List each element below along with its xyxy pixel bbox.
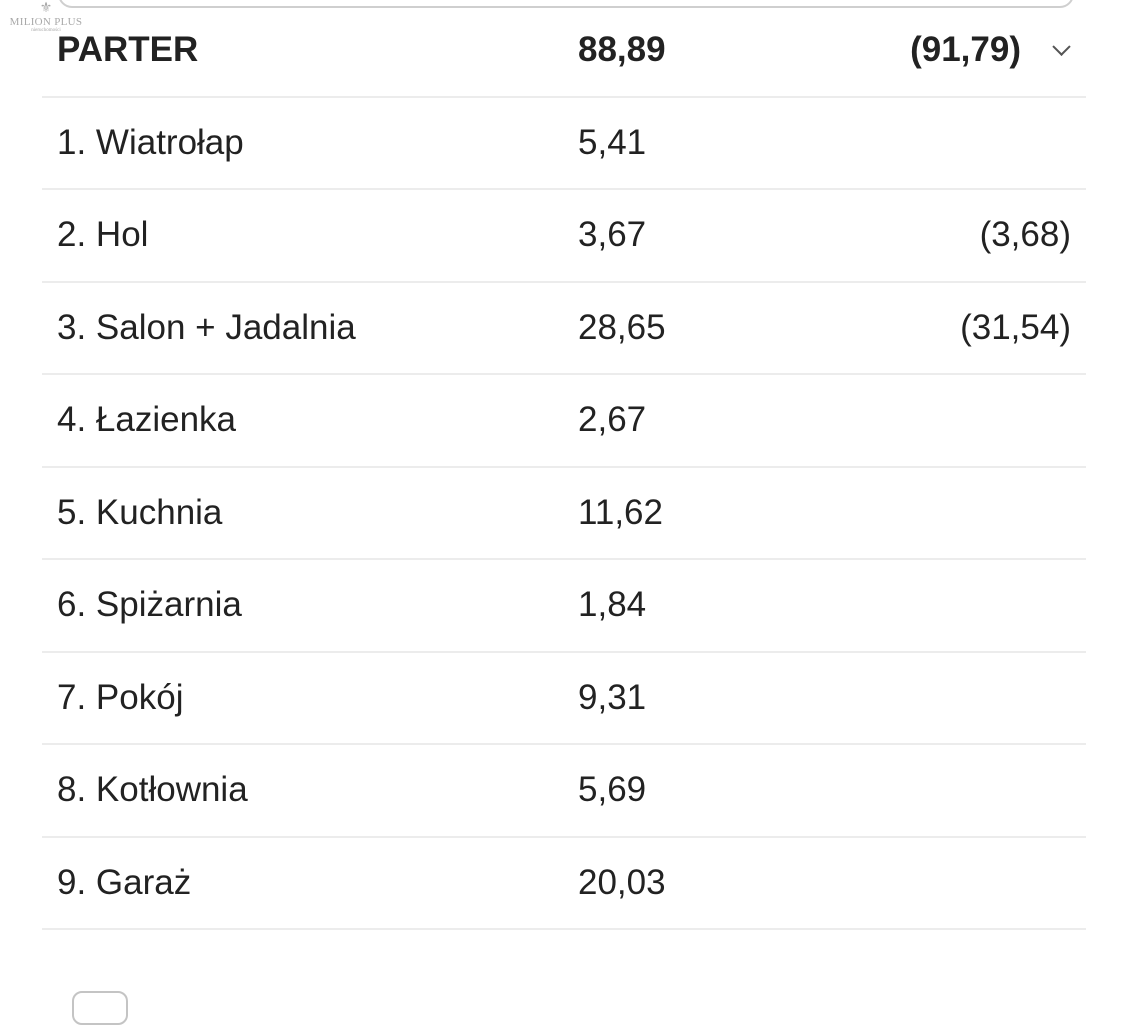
chevron-down-icon[interactable] [1052, 37, 1071, 57]
table-row: 8. Kotłownia 5,69 [42, 745, 1086, 838]
table-row: 9. Garaż 20,03 [42, 838, 1086, 930]
watermark-logo: ⚜ MILION PLUS nieruchomości [4, 2, 88, 34]
room-area-table: PARTER 88,89 (91,79) 1. Wiatrołap 5,41 2. … [42, 5, 1086, 930]
room-name: 6. Spiżarnia [57, 585, 242, 625]
room-area: 5,69 [578, 770, 647, 810]
room-area: 1,84 [578, 585, 647, 625]
logo-tagline: nieruchomości [31, 28, 61, 33]
section-area: 88,89 [578, 30, 666, 70]
table-row: 2. Hol 3,67 (3,68) [42, 190, 1086, 283]
room-name: 5. Kuchnia [57, 492, 223, 532]
room-name: 8. Kotłownia [57, 770, 248, 810]
table-row: 3. Salon + Jadalnia 28,65 (31,54) [42, 283, 1086, 375]
next-control-box[interactable] [72, 991, 128, 1025]
fleur-de-lis-icon: ⚜ [39, 1, 53, 16]
room-name: 7. Pokój [57, 677, 184, 717]
room-name: 4. Łazienka [57, 400, 237, 440]
section-header-parter[interactable]: PARTER 88,89 (91,79) [42, 5, 1086, 98]
room-alt-area: (31,54) [960, 307, 1071, 347]
table-row: 5. Kuchnia 11,62 [42, 468, 1086, 560]
room-area: 5,41 [578, 122, 647, 162]
section-name: PARTER [57, 30, 199, 70]
room-name: 9. Garaż [57, 862, 192, 902]
room-area: 9,31 [578, 677, 647, 717]
room-area: 11,62 [578, 492, 663, 532]
room-name: 2. Hol [57, 215, 149, 255]
room-area: 28,65 [578, 307, 666, 347]
logo-name: MILION PLUS [9, 16, 83, 28]
room-name: 1. Wiatrołap [57, 122, 244, 162]
table-row: 1. Wiatrołap 5,41 [42, 98, 1086, 190]
table-row: 7. Pokój 9,31 [42, 653, 1086, 745]
section-alt-area: (91,79) [910, 30, 1021, 70]
room-area: 3,67 [578, 215, 647, 255]
room-area: 20,03 [578, 862, 666, 902]
room-area: 2,67 [578, 400, 647, 440]
table-row: 4. Łazienka 2,67 [42, 375, 1086, 468]
room-name: 3. Salon + Jadalnia [57, 307, 356, 347]
table-row: 6. Spiżarnia 1,84 [42, 560, 1086, 653]
room-alt-area: (3,68) [979, 215, 1071, 255]
